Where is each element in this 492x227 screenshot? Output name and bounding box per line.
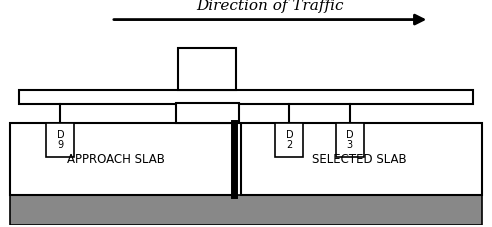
Bar [176, 103, 239, 123]
Bar [10, 195, 482, 225]
Bar [276, 123, 304, 157]
Bar [241, 123, 482, 195]
Text: D
2: D 2 [285, 130, 293, 150]
Text: D
3: D 3 [346, 130, 353, 150]
Bar [179, 48, 236, 90]
Bar [46, 123, 74, 157]
Text: SELECTED SLAB: SELECTED SLAB [312, 153, 406, 166]
Text: Direction of Traffic: Direction of Traffic [196, 0, 344, 13]
Bar [10, 123, 234, 195]
Text: APPROACH SLAB: APPROACH SLAB [67, 153, 165, 166]
Bar [19, 90, 473, 104]
Bar [336, 123, 364, 157]
Text: D
9: D 9 [57, 130, 64, 150]
